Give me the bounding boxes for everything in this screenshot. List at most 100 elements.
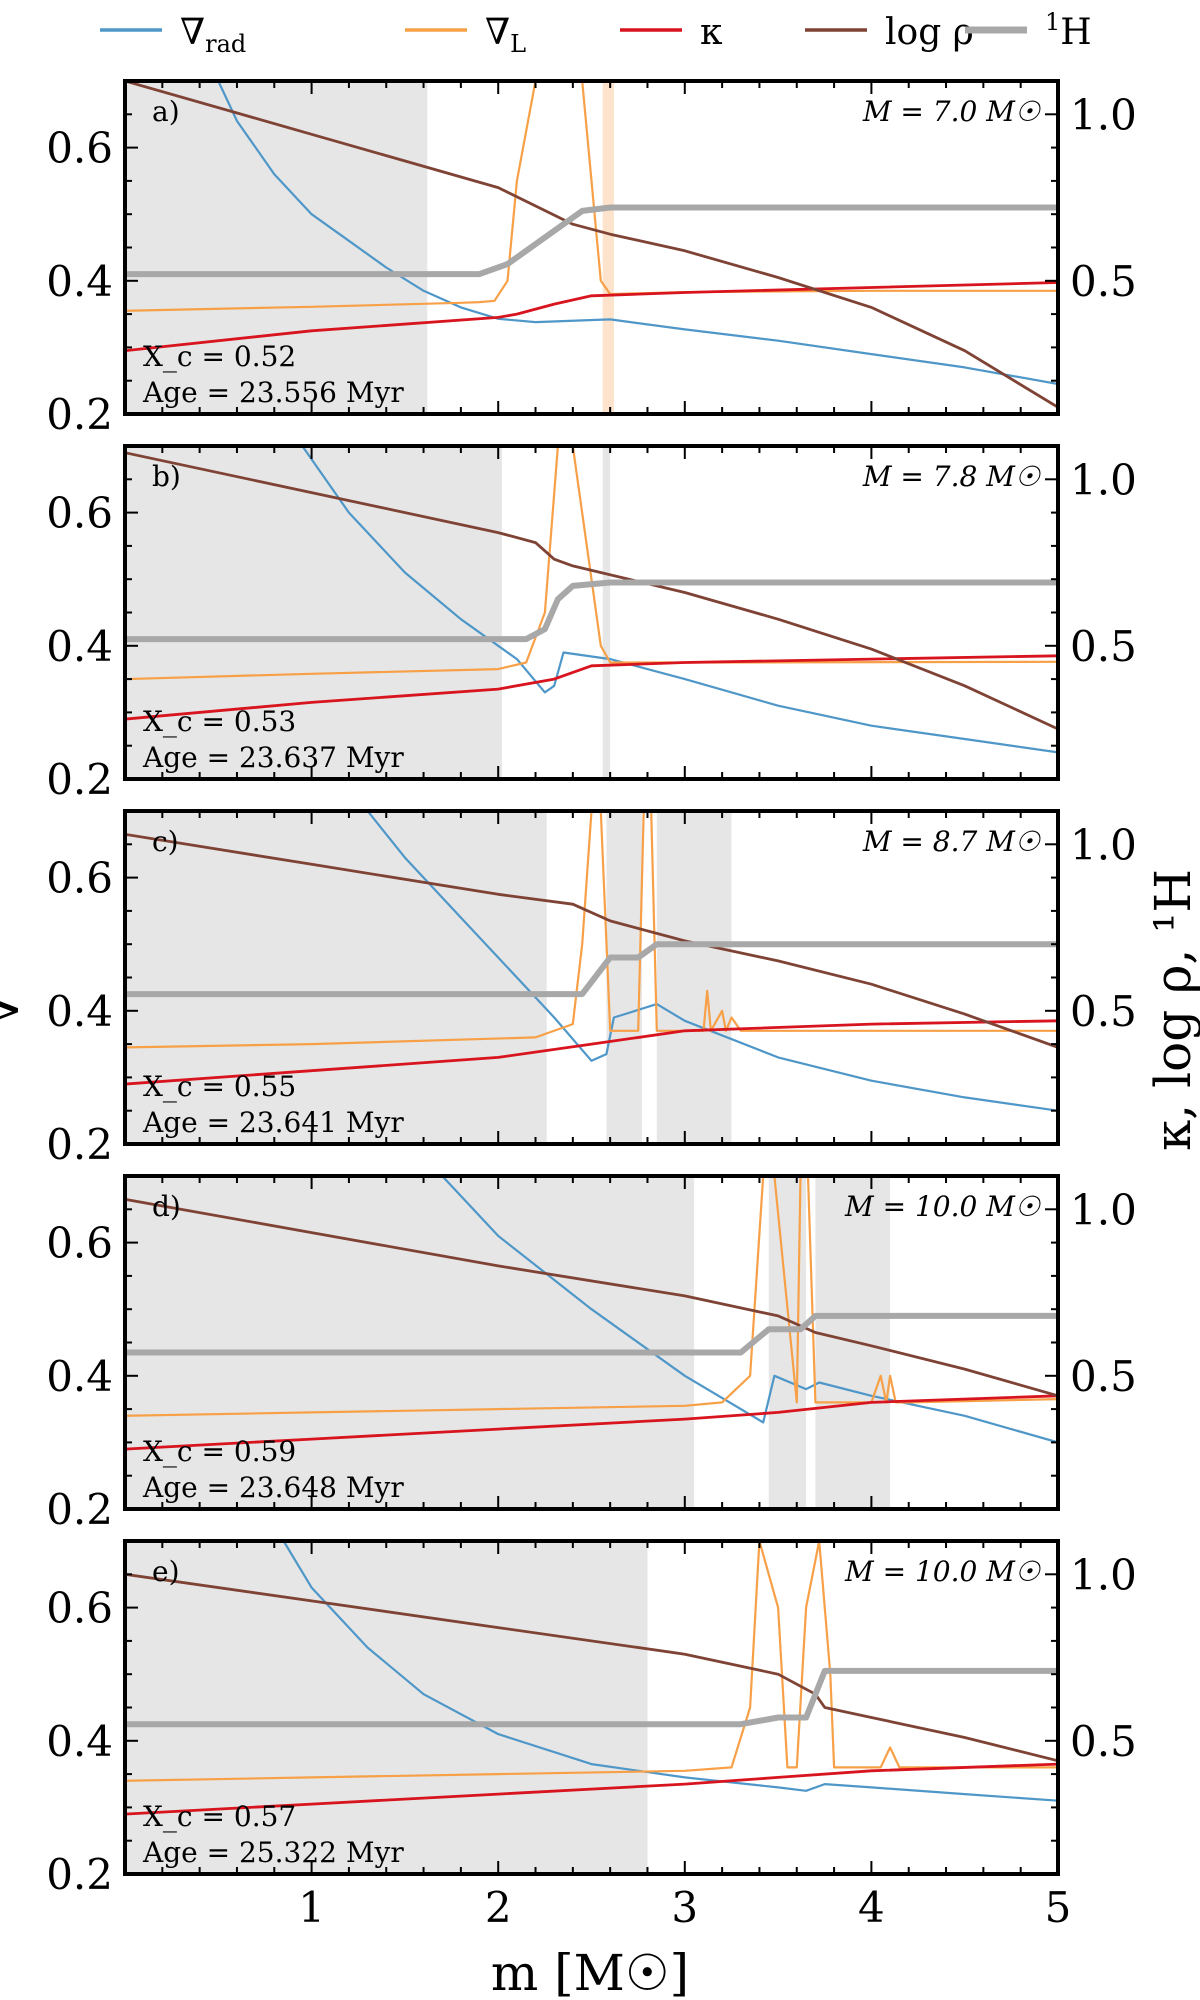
legend: ∇rad ∇L κ log ρ 1H	[100, 8, 1092, 58]
series-grad_rad	[282, 1541, 1058, 1802]
shaded-region-1	[606, 811, 642, 1144]
x-tick-label: 4	[858, 1883, 885, 1932]
age-label: Age = 25.322 Myr	[142, 1836, 404, 1869]
y-tick-label-left: 0.2	[46, 755, 113, 804]
plot-area	[125, 81, 1058, 414]
shaded-region-0	[125, 446, 502, 779]
y-tick-label-right: 1.0	[1070, 820, 1137, 869]
panel-label: e)	[152, 1555, 180, 1588]
series-grad_rad	[301, 446, 1058, 754]
panels: 0.20.40.60.51.0a) M = 7.0 M☉X_c = 0.52Age…	[46, 79, 1137, 1932]
xc-label: X_c = 0.57	[143, 1800, 296, 1833]
legend-label-grad_rad: ∇rad	[180, 12, 246, 58]
x-tick-label: 2	[485, 1883, 512, 1932]
mass-label: M = 7.8 M☉	[862, 460, 1042, 493]
mass-label: M = 7.0 M☉	[862, 95, 1042, 128]
panel-label: d)	[152, 1190, 181, 1223]
plot-area	[125, 811, 1058, 1144]
series-h1	[125, 941, 1058, 998]
age-label: Age = 23.637 Myr	[142, 741, 404, 774]
y-tick-label-left: 0.6	[46, 1219, 113, 1268]
age-label: Age = 23.641 Myr	[142, 1106, 404, 1139]
y-tick-label-left: 0.2	[46, 1120, 113, 1169]
y-tick-label-left: 0.4	[46, 257, 113, 306]
mass-label: M = 10.0 M☉	[844, 1190, 1042, 1223]
series-grad_rad	[217, 81, 1058, 386]
xc-label: X_c = 0.59	[143, 1435, 296, 1468]
plot-area	[125, 1176, 1058, 1509]
shaded-region-1	[602, 81, 614, 414]
y-tick-label-right: 0.5	[1070, 987, 1137, 1036]
series-logrho	[125, 81, 1058, 409]
panel-e: 0.2 0.4 0.6 0.5 1.0 1 2 3 4 5 e) M = 10.0 M☉ X_c = 0…	[46, 1539, 1137, 1932]
y-tick-label-right: 0.5	[1070, 1352, 1137, 1401]
y-tick-label-left: 0.4	[46, 987, 113, 1036]
series-grad_L	[125, 811, 1058, 1049]
xc-label: X_c = 0.52	[143, 340, 296, 373]
y-axis-title-right: κ, log ρ, ¹H	[1144, 869, 1200, 1151]
x-tick-label: 5	[1045, 1883, 1072, 1932]
y-tick-label-right: 1.0	[1070, 455, 1137, 504]
shaded-region-1	[602, 446, 611, 779]
series-h1	[125, 1667, 1058, 1728]
y-tick-label-left: 0.4	[46, 1352, 113, 1401]
y-tick-label-left: 0.6	[46, 854, 113, 903]
mass-label: M = 10.0 M☉	[844, 1555, 1042, 1588]
series-grad_L	[125, 1176, 1058, 1417]
y-tick-label-right: 1.0	[1070, 90, 1137, 139]
x-tick-label: 3	[671, 1883, 698, 1932]
plot-area	[125, 1541, 1058, 1874]
legend-label-kappa: κ	[700, 12, 723, 53]
xc-label: X_c = 0.55	[143, 1070, 296, 1103]
y-tick-label-left: 0.6	[46, 489, 113, 538]
shaded-region-0	[125, 811, 547, 1144]
series-logrho	[125, 832, 1058, 1049]
series-h1	[125, 204, 1058, 278]
x-tick-label: 1	[298, 1883, 325, 1932]
y-tick-label-right: 0.5	[1070, 257, 1137, 306]
shaded-region-0	[125, 81, 428, 414]
legend-label-grad_L: ∇L	[485, 12, 526, 58]
xc-label: X_c = 0.53	[143, 705, 296, 738]
legend-label-h1: 1H	[1045, 8, 1092, 53]
age-label: Age = 23.648 Myr	[142, 1471, 404, 1504]
y-tick-label-left: 0.2	[46, 1850, 113, 1899]
y-tick-label-right: 0.5	[1070, 1717, 1137, 1766]
series-kappa	[125, 1019, 1058, 1086]
series-kappa	[125, 281, 1058, 353]
y-tick-label-left: 0.6	[46, 1584, 113, 1633]
panel-a: 0.2 0.4 0.6 0.5 1.0 a) M = 7.0 M☉ X_c = 0.52Age…	[46, 79, 1137, 439]
y-tick-label-right: 1.0	[1070, 1550, 1137, 1599]
panel-label: b)	[152, 460, 181, 493]
series-logrho	[125, 1572, 1058, 1763]
plot-area	[125, 446, 1058, 779]
x-axis-title: m [M☉]	[491, 1944, 689, 2000]
series-grad_rad	[366, 811, 1058, 1112]
series-grad_L	[125, 1541, 1058, 1782]
series-logrho	[125, 1197, 1058, 1398]
y-tick-label-left: 0.6	[46, 124, 113, 173]
series-grad_L	[125, 446, 1058, 681]
y-axis-title-left: ∇	[0, 993, 30, 1028]
y-tick-label-left: 0.2	[46, 1485, 113, 1534]
series-kappa	[125, 654, 1058, 721]
y-tick-label-right: 1.0	[1070, 1185, 1137, 1234]
y-tick-label-left: 0.4	[46, 622, 113, 671]
mass-label: M = 8.7 M☉	[862, 825, 1042, 858]
panel-label: c)	[152, 825, 179, 858]
shaded-region-0	[125, 1541, 648, 1874]
panel-c: 0.2 0.4 0.6 0.5 1.0 c) M = 8.7 M☉ X_c = 0.55Age…	[46, 809, 1137, 1169]
y-tick-label-left: 0.2	[46, 390, 113, 439]
y-tick-label-left: 0.4	[46, 1717, 113, 1766]
legend-label-logrho: log ρ	[885, 12, 974, 53]
series-kappa	[125, 1394, 1058, 1451]
y-tick-label-right: 0.5	[1070, 622, 1137, 671]
series-kappa	[125, 1762, 1058, 1816]
series-h1	[125, 579, 1058, 643]
panel-b: 0.2 0.4 0.6 0.5 1.0 b) M = 7.8 M☉ X_c = 0.53Age…	[46, 444, 1137, 804]
shaded-region-2	[656, 811, 732, 1144]
panel-label: a)	[152, 95, 180, 128]
panel-d: 0.2 0.4 0.6 0.5 1.0 d) M = 10.0 M☉ X_c = 0.59Ag…	[46, 1174, 1137, 1534]
age-label: Age = 23.556 Myr	[142, 376, 404, 409]
